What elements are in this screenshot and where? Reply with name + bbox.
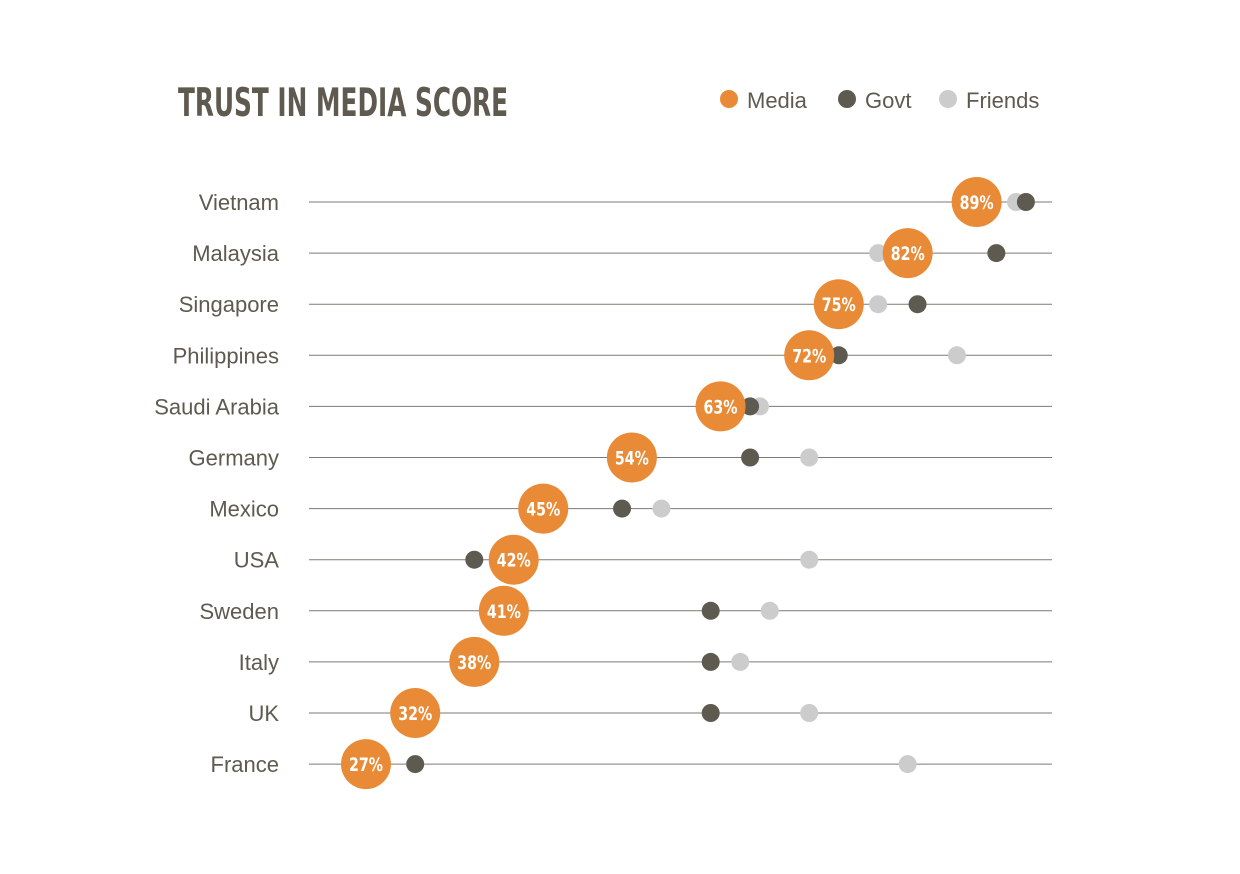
row-uk: UK 32% <box>248 688 1052 738</box>
legend-friends-label: Friends <box>966 88 1039 113</box>
media-point <box>390 688 441 738</box>
media-point <box>449 636 500 687</box>
media-value-label: 82% <box>891 243 925 265</box>
media-value-label: 32% <box>398 703 432 725</box>
govt-point <box>465 550 484 569</box>
media-point <box>340 739 391 790</box>
row-philippines: Philippines 72% <box>173 330 1052 381</box>
country-label: Vietnam <box>199 190 279 215</box>
row-france: France 27% <box>211 739 1052 790</box>
plot-area: Vietnam 89% Malaysia 82% Singapore 75% Philipp… <box>154 177 1052 790</box>
media-value-label: 42% <box>497 550 531 572</box>
country-label: Italy <box>239 650 279 675</box>
legend-govt-label: Govt <box>865 88 911 113</box>
media-point <box>813 279 864 330</box>
country-label: Singapore <box>179 292 279 317</box>
govt-point <box>406 755 425 774</box>
friends-point <box>800 448 819 467</box>
friends-point <box>800 550 819 569</box>
govt-point <box>1016 193 1035 211</box>
country-label: Sweden <box>199 599 279 624</box>
media-point <box>488 534 539 585</box>
govt-point <box>987 244 1006 263</box>
legend-media-label: Media <box>747 88 808 113</box>
country-label: Malaysia <box>192 241 280 266</box>
media-value-label: 89% <box>960 192 994 214</box>
row-saudi-arabia: Saudi Arabia 63% <box>154 381 1052 432</box>
friends-point <box>652 499 671 518</box>
row-sweden: Sweden 41% <box>199 585 1052 636</box>
row-mexico: Mexico 45% <box>209 483 1052 534</box>
legend-friends-marker <box>939 90 957 108</box>
row-singapore: Singapore 75% <box>179 279 1052 330</box>
media-point <box>606 432 657 483</box>
media-value-label: 75% <box>822 294 856 316</box>
country-label: Saudi Arabia <box>154 394 280 419</box>
media-point <box>882 228 933 279</box>
media-value-label: 38% <box>457 652 491 674</box>
govt-point <box>741 448 760 467</box>
media-point <box>478 585 529 636</box>
media-value-label: 63% <box>704 396 738 418</box>
country-label: Germany <box>189 446 279 471</box>
row-vietnam: Vietnam 89% <box>199 177 1052 227</box>
friends-point <box>869 295 888 314</box>
friends-point <box>800 704 819 722</box>
media-value-label: 27% <box>349 754 383 776</box>
media-value-label: 45% <box>526 499 560 521</box>
country-label: Philippines <box>173 343 279 368</box>
row-usa: USA 42% <box>234 534 1052 585</box>
media-point <box>695 381 746 432</box>
country-label: USA <box>234 548 280 573</box>
row-malaysia: Malaysia 82% <box>192 228 1052 279</box>
media-point <box>518 483 569 534</box>
govt-point <box>701 601 720 620</box>
friends-point <box>731 652 750 671</box>
govt-point <box>829 346 848 365</box>
govt-point <box>908 295 927 314</box>
chart-title: TRUST IN MEDIA SCORE <box>178 81 508 126</box>
media-point <box>784 330 835 381</box>
friends-point <box>947 346 966 365</box>
row-germany: Germany 54% <box>189 432 1052 483</box>
media-value-label: 72% <box>792 345 826 367</box>
govt-point <box>701 652 720 671</box>
govt-point <box>741 397 760 416</box>
row-italy: Italy 38% <box>239 636 1052 687</box>
legend: Media Govt Friends <box>720 88 1039 113</box>
legend-media-marker <box>720 90 738 108</box>
legend-govt-marker <box>838 90 856 108</box>
media-point <box>951 177 1002 227</box>
country-label: UK <box>248 701 279 726</box>
govt-point <box>701 704 720 722</box>
friends-point <box>760 601 779 620</box>
media-value-label: 41% <box>487 601 521 623</box>
media-value-label: 54% <box>615 448 649 470</box>
friends-point <box>898 755 917 774</box>
friends-point <box>869 244 888 263</box>
country-label: France <box>211 752 279 777</box>
govt-point <box>613 499 632 518</box>
country-label: Mexico <box>209 497 279 522</box>
